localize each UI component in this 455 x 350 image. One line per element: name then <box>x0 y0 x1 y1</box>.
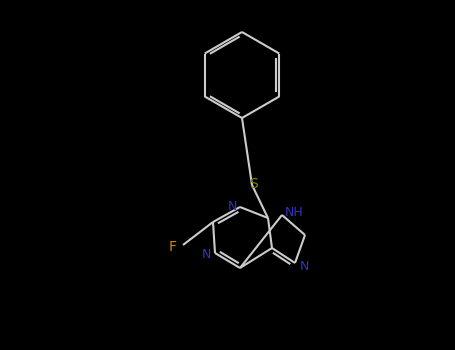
Text: N: N <box>299 259 308 273</box>
Text: N: N <box>201 247 211 260</box>
Text: S: S <box>250 177 258 191</box>
Text: N: N <box>228 199 237 212</box>
Text: F: F <box>169 240 177 254</box>
Text: NH: NH <box>285 205 303 218</box>
